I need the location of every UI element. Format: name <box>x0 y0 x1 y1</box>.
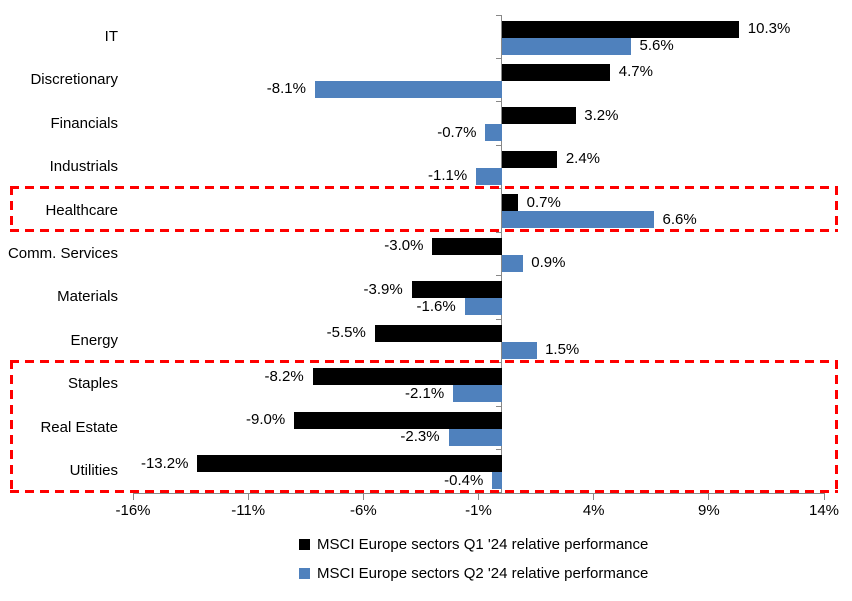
legend-item-q1: MSCI Europe sectors Q1 '24 relative perf… <box>299 534 648 554</box>
x-axis-line <box>133 493 825 494</box>
legend-label-q2: MSCI Europe sectors Q2 '24 relative perf… <box>317 564 649 582</box>
bar-q2-industrials <box>476 167 502 185</box>
x-tick-label-1: -1% <box>465 502 492 519</box>
legend-item-q2: MSCI Europe sectors Q2 '24 relative perf… <box>299 563 648 583</box>
legend: MSCI Europe sectors Q1 '24 relative perf… <box>299 534 648 592</box>
value-label-q1-comm-services: -3.0% <box>384 237 424 255</box>
x-tick-label-6: -6% <box>349 502 377 519</box>
value-label-q2-discretionary: -8.1% <box>266 80 306 98</box>
x-axis-tick <box>823 493 825 500</box>
bar-q1-energy <box>374 324 502 342</box>
highlight-box-1 <box>10 185 838 233</box>
value-label-q2-comm-services: 0.9% <box>531 254 566 272</box>
y-axis-tick <box>495 144 502 146</box>
value-label-q2-financials: -0.7% <box>437 123 477 141</box>
y-axis-tick <box>495 275 502 277</box>
value-label-q2-industrials: -1.1% <box>428 167 468 185</box>
category-label-industrials: Industrials <box>49 158 118 176</box>
y-axis-tick <box>495 318 502 320</box>
bar-q2-discretionary <box>314 80 502 98</box>
y-axis-tick <box>495 492 502 494</box>
value-label-q1-materials: -3.9% <box>363 280 403 298</box>
bar-q1-it <box>502 20 740 38</box>
value-label-q2-energy: 1.5% <box>545 341 580 359</box>
category-label-discretionary: Discretionary <box>30 71 118 89</box>
legend-label-q1: MSCI Europe sectors Q1 '24 relative perf… <box>317 535 649 553</box>
value-label-q1-discretionary: 4.7% <box>618 63 653 81</box>
x-axis-tick <box>593 493 595 500</box>
x-tick-label-4: 4% <box>582 502 605 519</box>
bar-q1-industrials <box>502 150 558 168</box>
bar-q2-comm-services <box>502 254 523 272</box>
y-axis-tick <box>495 57 502 59</box>
x-tick-label-9: 9% <box>697 502 720 519</box>
bar-q1-comm-services <box>432 237 502 255</box>
category-label-comm-services: Comm. Services <box>7 244 118 262</box>
x-tick-label-14: 14% <box>808 502 840 519</box>
bar-q2-energy <box>502 341 537 359</box>
bar-q1-discretionary <box>502 63 611 81</box>
highlight-box-2 <box>10 359 838 493</box>
x-tick-label-11: -11% <box>231 502 266 519</box>
bar-q1-materials <box>411 281 502 299</box>
x-axis-tick <box>478 493 479 500</box>
bar-q1-financials <box>502 107 576 125</box>
y-axis-tick <box>495 101 502 103</box>
value-label-q1-it: 10.3% <box>747 20 791 37</box>
value-label-q1-financials: 3.2% <box>584 106 619 124</box>
x-tick-label-16: -16% <box>115 502 151 519</box>
value-label-q2-materials: -1.6% <box>416 297 456 315</box>
x-axis-tick <box>132 493 134 500</box>
value-label-q2-it: 5.6% <box>639 37 674 54</box>
x-axis-tick <box>362 493 364 500</box>
category-label-it: IT <box>104 27 118 45</box>
category-label-energy: Energy <box>70 331 118 349</box>
category-label-financials: Financials <box>50 114 118 132</box>
y-axis-tick <box>495 231 502 233</box>
x-axis-tick <box>708 493 710 500</box>
bar-q2-materials <box>464 298 502 316</box>
y-axis-line <box>501 15 503 493</box>
value-label-q1-energy: -5.5% <box>326 324 366 342</box>
value-label-q1-industrials: 2.4% <box>565 150 601 168</box>
bar-q2-financials <box>485 124 502 142</box>
x-axis-tick <box>247 493 249 500</box>
bar-q2-it <box>502 37 632 55</box>
y-axis-tick <box>495 14 502 16</box>
legend-swatch-q1 <box>299 538 310 550</box>
legend-swatch-q2 <box>299 567 310 579</box>
category-label-materials: Materials <box>57 288 118 306</box>
